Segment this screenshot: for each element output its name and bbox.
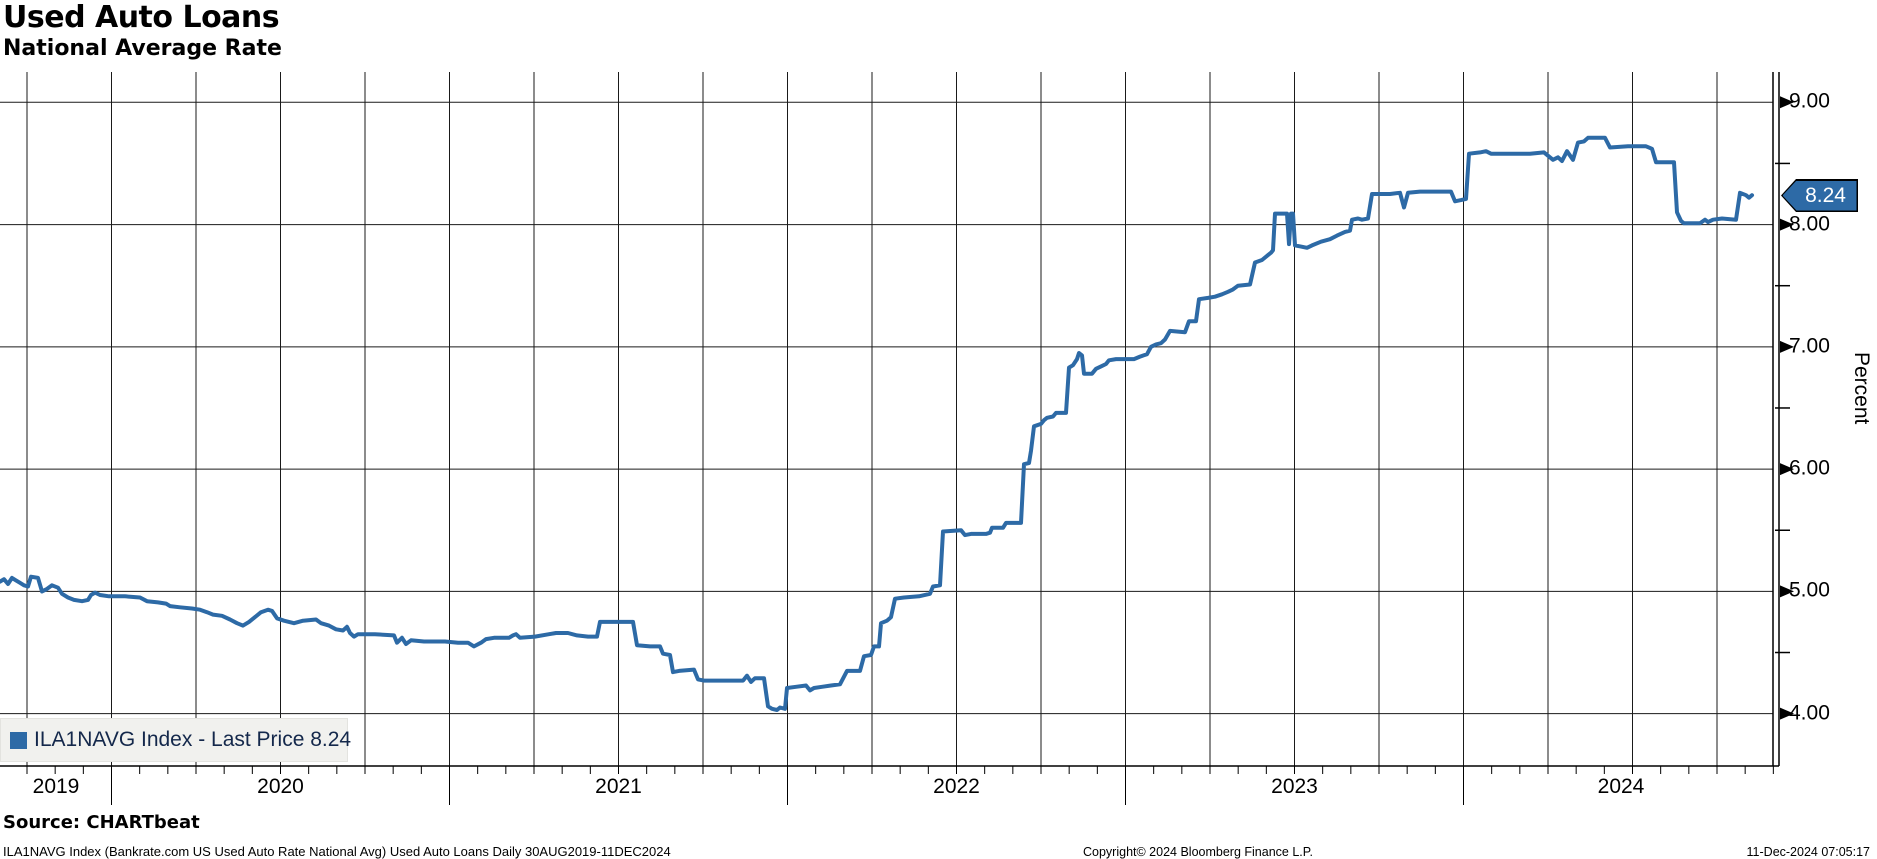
x-tick-label: 2021 (595, 775, 642, 798)
source-label: Source: CHARTbeat (3, 812, 200, 833)
legend[interactable]: ILA1NAVG Index - Last Price 8.24 (0, 718, 352, 762)
series-swatch-icon (10, 731, 27, 749)
x-tick-label: 2019 (32, 775, 80, 798)
last-price-value: 8.24 (1805, 183, 1846, 207)
x-tick-label: 2022 (933, 775, 980, 798)
y-tick-label: 7.00 (1789, 334, 1830, 358)
page-subtitle: National Average Rate (3, 36, 282, 61)
x-tick-label: 2024 (1597, 775, 1645, 798)
footer-datetime: 11-Dec-2024 07:05:17 (1746, 845, 1870, 859)
price-line-series (0, 135, 1754, 712)
y-tick-label: 6.00 (1789, 456, 1830, 480)
x-tick-label: 2020 (257, 775, 304, 798)
y-tick-label: 4.00 (1789, 701, 1830, 725)
page-title: Used Auto Loans (3, 0, 280, 35)
last-price-badge: 8.24 (1781, 179, 1858, 212)
y-tick-label: 8.00 (1789, 212, 1830, 236)
footer-copyright: Copyright© 2024 Bloomberg Finance L.P. (1083, 845, 1313, 859)
last-price-badge-fill: 8.24 (1782, 180, 1857, 211)
x-tick-label: 2023 (1271, 775, 1318, 798)
legend-label: ILA1NAVG Index - Last Price 8.24 (34, 728, 352, 751)
y-tick-label: 5.00 (1789, 578, 1830, 602)
y-axis-unit-label: Percent (1850, 352, 1873, 425)
footer-description: ILA1NAVG Index (Bankrate.com US Used Aut… (3, 844, 671, 859)
y-tick-label: 9.00 (1789, 89, 1830, 113)
